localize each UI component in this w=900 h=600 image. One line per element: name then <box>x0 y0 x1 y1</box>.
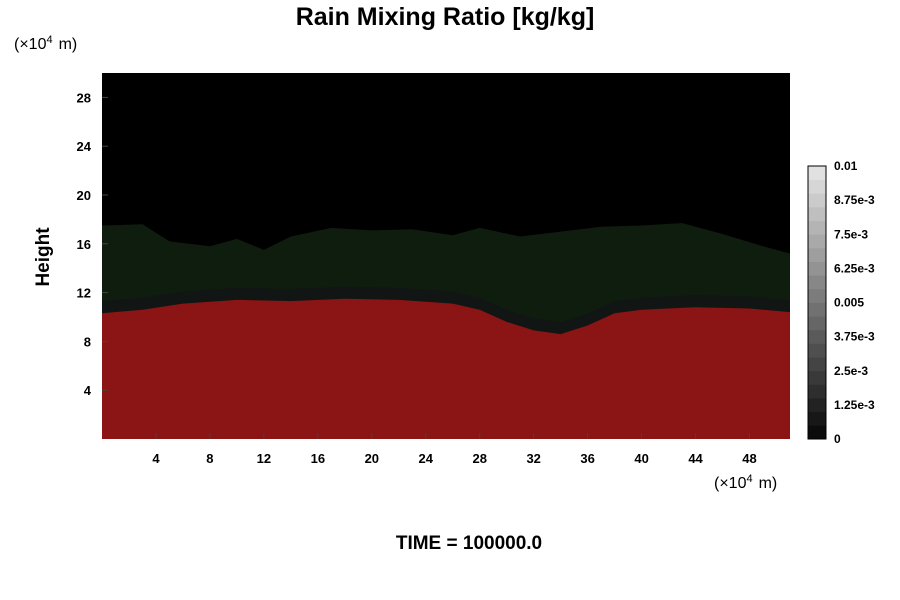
colorbar-level <box>808 166 826 181</box>
colorbar-tick-label: 0 <box>834 432 841 446</box>
colorbar-level <box>808 425 826 440</box>
x-tick-label: 8 <box>206 451 213 466</box>
colorbar-level <box>808 261 826 276</box>
plot-area <box>102 73 790 439</box>
x-tick-label: 12 <box>257 451 271 466</box>
colorbar-level <box>808 288 826 303</box>
colorbar-level <box>808 316 826 331</box>
colorbar-level <box>808 302 826 317</box>
colorbar-tick-label: 0.005 <box>834 296 864 310</box>
colorbar-level <box>808 398 826 413</box>
y-tick-label: 24 <box>77 139 92 154</box>
colorbar-level <box>808 411 826 426</box>
colorbar-tick-label: 8.75e-3 <box>834 193 875 207</box>
x-tick-label: 16 <box>311 451 325 466</box>
x-axis-ticks: 4 8 12 16 20 24 28 32 36 40 44 48 <box>152 433 757 466</box>
x-unit-label: (×104 m) <box>714 473 777 492</box>
y-tick-label: 16 <box>77 237 91 252</box>
x-unit: m <box>759 475 772 492</box>
colorbar-tick-label: 6.25e-3 <box>834 261 875 275</box>
x-tick-label: 32 <box>526 451 540 466</box>
y-axis-ticks: 4 8 12 16 20 24 28 <box>77 90 108 398</box>
y-unit: m <box>59 36 72 53</box>
x-tick-label: 20 <box>365 451 379 466</box>
colorbar-tick-label: 1.25e-3 <box>834 398 875 412</box>
y-tick-label: 8 <box>84 334 91 349</box>
x-tick-label: 28 <box>472 451 486 466</box>
colorbar-level <box>808 329 826 344</box>
colorbar-level <box>808 234 826 249</box>
colorbar-level <box>808 206 826 221</box>
colorbar-tick-label: 0.01 <box>834 159 858 173</box>
colorbar-level <box>808 179 826 194</box>
x-tick-label: 24 <box>419 451 434 466</box>
x-tick-label: 48 <box>742 451 756 466</box>
time-label: TIME = 100000.0 <box>396 533 542 554</box>
colorbar-level <box>808 247 826 262</box>
y-unit-exponent: 4 <box>46 34 52 46</box>
chart-title: Rain Mixing Ratio [kg/kg] <box>296 3 595 31</box>
colorbar-tick-label: 2.5e-3 <box>834 364 868 378</box>
y-tick-label: 12 <box>77 286 91 301</box>
colorbar: 0 1.25e-3 2.5e-3 3.75e-3 0.005 6.25e-3 7.5e-3 8… <box>807 159 875 446</box>
colorbar-frame <box>807 165 827 440</box>
x-tick-label: 4 <box>152 451 160 466</box>
colorbar-level <box>808 357 826 372</box>
colorbar-level <box>808 275 826 290</box>
colorbar-level <box>808 193 826 208</box>
x-tick-label: 40 <box>634 451 648 466</box>
x-tick-label: 36 <box>580 451 594 466</box>
y-axis-label: Height <box>33 227 54 287</box>
x-unit-exponent: 4 <box>746 473 752 485</box>
x-tick-label: 44 <box>688 451 703 466</box>
colorbar-level <box>808 384 826 399</box>
y-tick-label: 28 <box>77 90 91 105</box>
colorbar-level <box>808 370 826 385</box>
y-tick-label: 4 <box>84 383 92 398</box>
y-unit-label: (×104 m) <box>14 34 77 53</box>
rain-layer-region <box>102 298 790 439</box>
y-tick-label: 20 <box>77 188 91 203</box>
colorbar-level <box>808 220 826 235</box>
colorbar-tick-label: 3.75e-3 <box>834 330 875 344</box>
colorbar-level <box>808 343 826 358</box>
colorbar-tick-label: 7.5e-3 <box>834 227 868 241</box>
